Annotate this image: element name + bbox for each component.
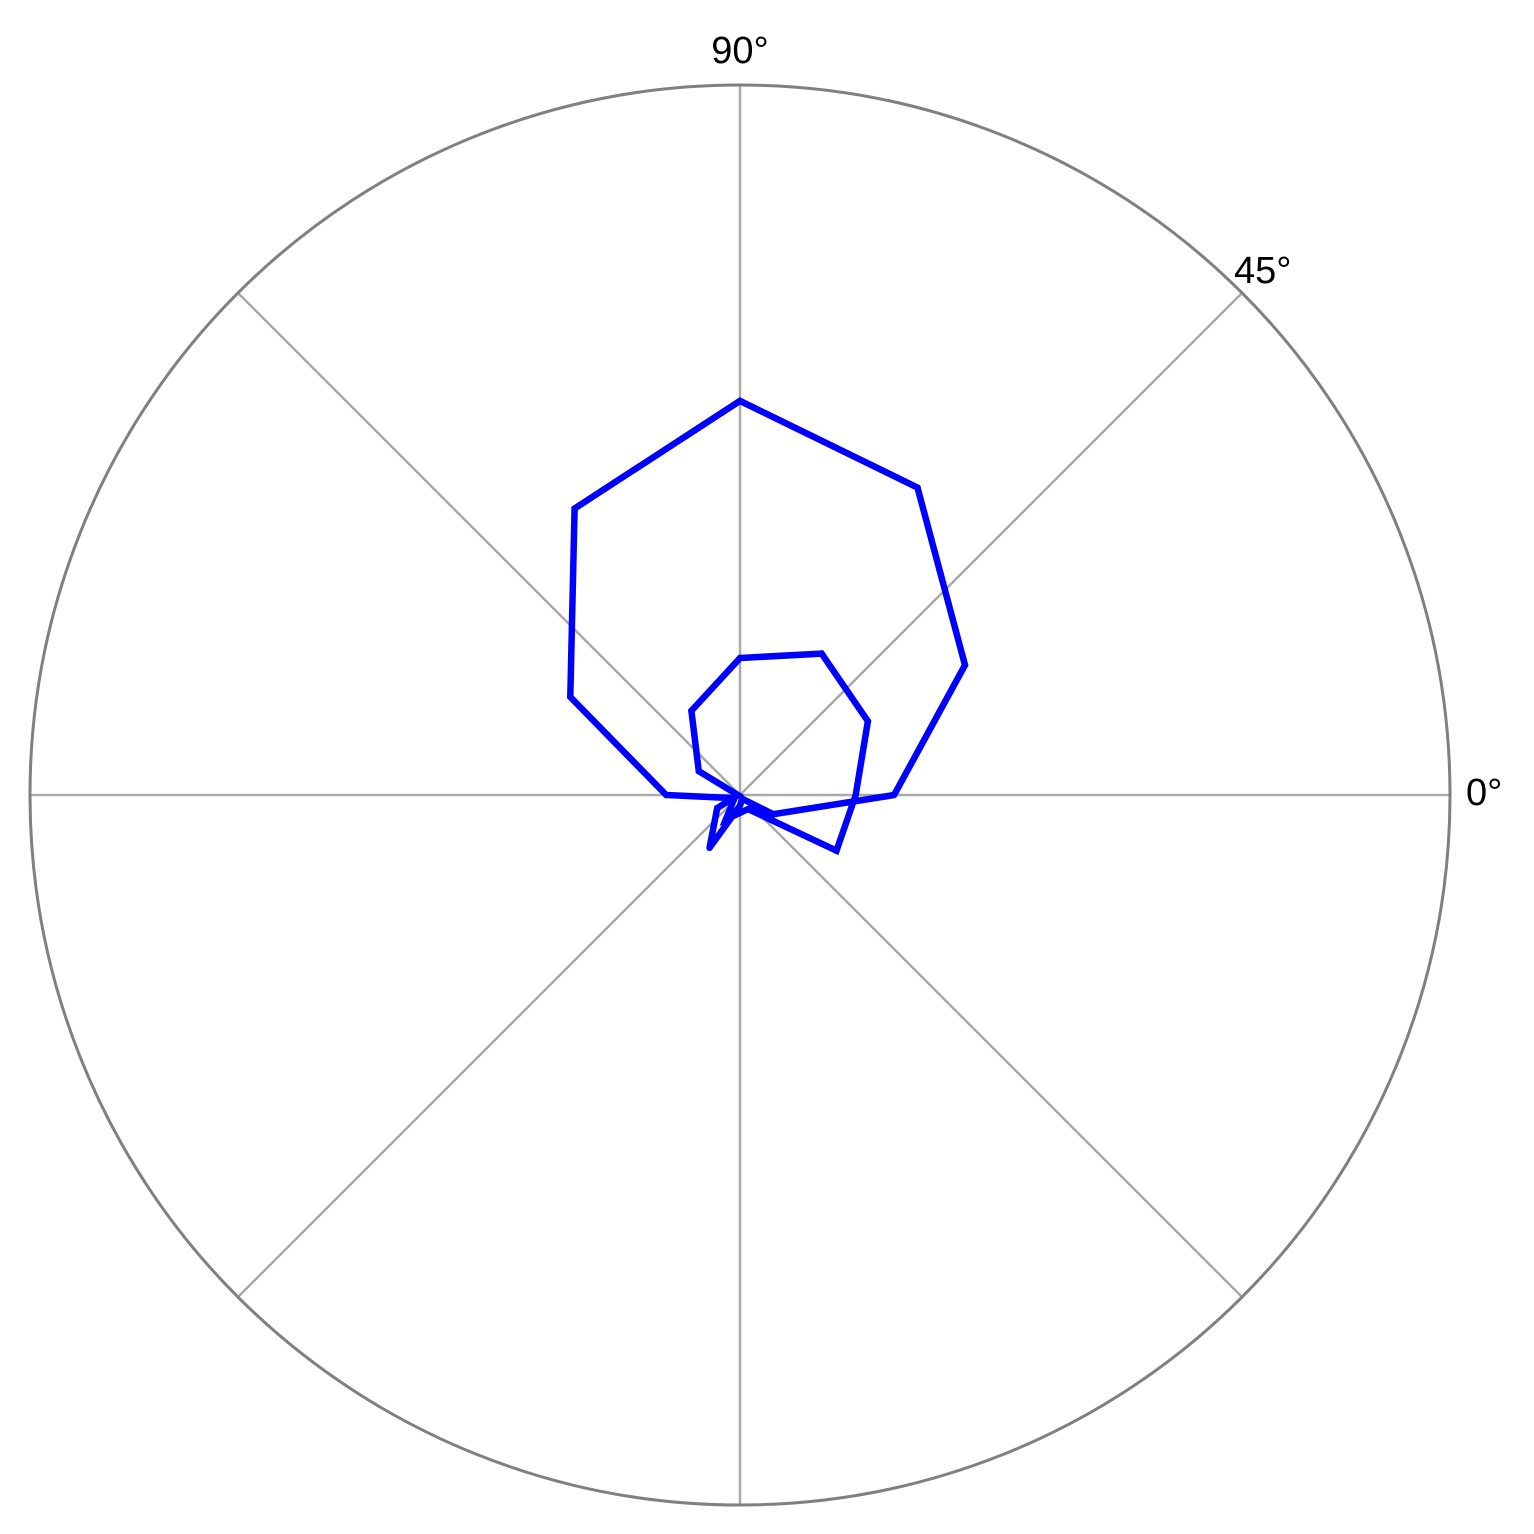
- data-point-20: [706, 844, 713, 852]
- series-line: [567, 397, 969, 856]
- outer-circle: [28, 83, 1452, 1507]
- data-point-19: [714, 804, 721, 812]
- data-point-11: [833, 847, 840, 854]
- data-point-6: [663, 791, 670, 799]
- data-point-2: [914, 484, 921, 491]
- spokes: [30, 85, 1450, 1505]
- data-point-3: [736, 397, 744, 405]
- spoke-225: [237, 794, 741, 1298]
- data-point-1: [961, 661, 969, 669]
- data-point-21: [736, 802, 744, 809]
- spoke-45: [739, 292, 1243, 796]
- data-point-18: [734, 791, 742, 799]
- spoke-315: [739, 794, 1243, 1298]
- data-point-9: [736, 809, 744, 816]
- data-point-4: [571, 505, 578, 512]
- data-point-24: [890, 791, 898, 799]
- data-point-10: [745, 805, 752, 813]
- data-point-16: [688, 707, 695, 714]
- data-point-13: [864, 718, 872, 725]
- data-point-14: [818, 650, 825, 657]
- data-point-5: [567, 693, 574, 701]
- data-point-17: [695, 768, 702, 775]
- data-point-12: [852, 791, 859, 799]
- data-point-22: [738, 795, 746, 802]
- spoke-135: [237, 292, 741, 796]
- theta-tick-label-45: 45°: [1234, 250, 1291, 292]
- data-point-23: [770, 811, 777, 818]
- theta-tick-label-90: 90°: [711, 30, 768, 72]
- theta-tick-label-0: 0°: [1466, 772, 1502, 814]
- data-point-8: [722, 816, 729, 823]
- theta-tick-labels: 0° 45° 90°: [711, 30, 1502, 814]
- data-point-15: [736, 654, 744, 662]
- data-points: [567, 397, 969, 854]
